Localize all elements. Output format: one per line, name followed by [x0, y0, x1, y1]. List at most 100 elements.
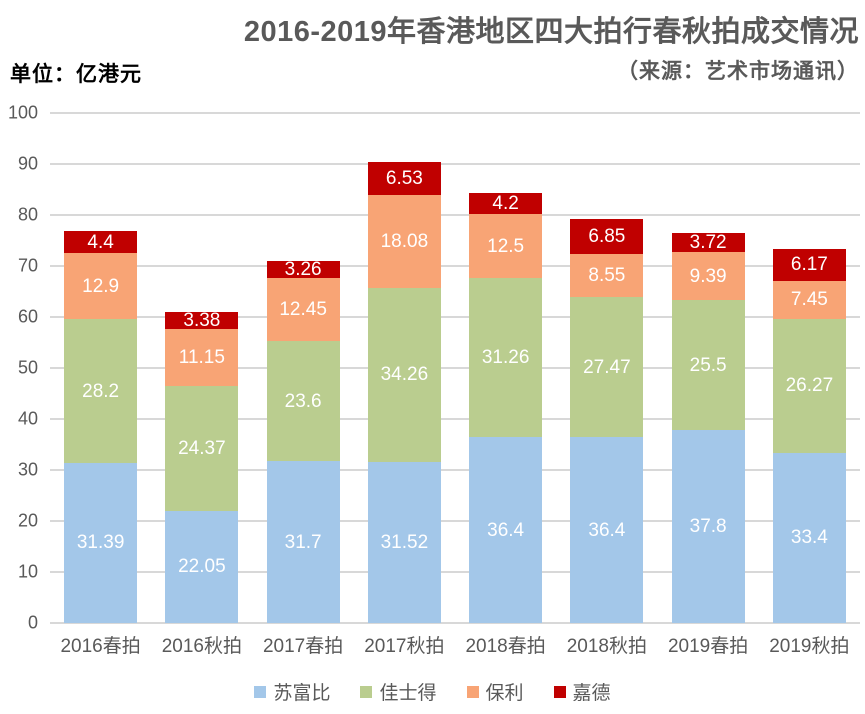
bar-column: 31.52 34.26 18.08 6.53 [354, 113, 455, 623]
title-block: 2016-2019年香港地区四大拍行春秋拍成交情况 （来源：艺术市场通讯） [180, 16, 859, 85]
segment-sothebys: 33.4 [772, 452, 846, 623]
bar-column: 36.4 27.47 8.55 6.85 [556, 113, 657, 623]
segment-christies: 27.47 [570, 297, 644, 438]
segment-value-label: 31.52 [380, 532, 429, 554]
segment-china-guardian: 3.72 [671, 232, 745, 254]
legend-item-sothebys: 苏富比 [254, 678, 330, 705]
y-axis-tick-label: 30 [17, 459, 38, 480]
bar-stack: 36.4 27.47 8.55 6.85 [570, 218, 644, 623]
x-axis-category-label: 2016春拍 [60, 636, 141, 657]
segment-china-guardian: 3.26 [266, 258, 340, 280]
segment-value-label: 6.53 [385, 168, 423, 190]
y-axis-tick-label: 70 [17, 255, 38, 276]
legend-swatch-christies [360, 685, 373, 698]
x-axis-category-label: 2018春拍 [465, 636, 546, 657]
gridline [50, 469, 860, 471]
x-axis-category-label: 2016秋拍 [161, 636, 243, 657]
bar-stack: 36.4 31.26 12.5 4.2 [469, 192, 543, 623]
gridline [50, 367, 860, 369]
y-axis-tick-label: 100 [7, 102, 38, 123]
segment-value-label: 33.4 [790, 527, 828, 549]
bar-column: 31.39 28.2 12.9 4.4 [50, 113, 151, 623]
legend-label: 佳士得 [379, 683, 437, 704]
segment-value-label: 22.05 [178, 556, 226, 578]
bar-stack: 33.4 26.27 7.45 6.17 [772, 249, 846, 623]
legend-label: 保利 [485, 683, 524, 704]
bar-column: 37.8 25.5 9.39 3.72 [658, 113, 759, 623]
segment-value-label: 12.9 [82, 275, 120, 297]
segment-poly: 8.55 [570, 253, 644, 298]
segment-value-label: 12.5 [487, 235, 525, 257]
x-axis-category-label: 2018秋拍 [566, 636, 648, 657]
segment-poly: 9.39 [671, 252, 745, 301]
bar-column: 36.4 31.26 12.5 4.2 [455, 113, 556, 623]
legend-label: 苏富比 [273, 683, 331, 704]
y-axis-tick-label: 20 [17, 510, 38, 531]
segment-value-label: 25.5 [689, 354, 727, 376]
segment-poly: 12.45 [266, 277, 340, 341]
x-axis-category-label: 2019秋拍 [769, 636, 850, 657]
segment-poly: 18.08 [367, 195, 441, 288]
segment-sothebys: 31.39 [64, 462, 138, 623]
segment-china-guardian: 6.53 [367, 162, 441, 196]
segment-value-label: 12.45 [279, 298, 327, 320]
bar-column: 33.4 26.27 7.45 6.17 [759, 113, 860, 623]
segment-value-label: 37.8 [689, 516, 727, 538]
legend-swatch-sothebys [254, 685, 267, 698]
segment-value-label: 23.6 [284, 390, 322, 412]
y-axis-tick-label: 0 [27, 612, 38, 633]
segment-value-label: 36.4 [487, 519, 525, 541]
segment-poly: 7.45 [772, 280, 846, 319]
bars: 31.39 28.2 12.9 4.4 22.05 24.37 11.15 3.38 31.7 2… [50, 113, 860, 623]
segment-china-guardian: 6.85 [570, 218, 644, 254]
y-axis: 0 10 20 30 40 50 60 70 80 90 100 [0, 103, 44, 633]
segment-value-label: 4.2 [492, 193, 519, 214]
x-axis-category-label: 2017春拍 [262, 636, 344, 657]
y-axis-tick-label: 60 [17, 306, 38, 327]
gridline [50, 265, 860, 267]
segment-value-label: 11.15 [178, 347, 225, 369]
x-axis-category-label: 2019春拍 [667, 636, 749, 657]
segment-value-label: 31.26 [481, 347, 530, 369]
bar-stack: 31.39 28.2 12.9 4.4 [64, 230, 138, 623]
segment-sothebys: 37.8 [671, 430, 745, 623]
segment-christies: 26.27 [772, 318, 846, 453]
segment-value-label: 8.55 [588, 264, 626, 286]
bar-stack: 31.7 23.6 12.45 3.26 [266, 258, 340, 623]
legend-item-christies: 佳士得 [360, 678, 437, 705]
gridline [50, 622, 860, 624]
segment-value-label: 6.17 [790, 254, 828, 276]
segment-poly: 12.5 [469, 214, 543, 278]
y-axis-tick-label: 40 [17, 408, 38, 429]
bar-stack: 22.05 24.37 11.15 3.38 [165, 311, 239, 623]
legend: 苏富比 佳士得 保利 嘉德 [0, 678, 865, 705]
segment-china-guardian: 3.38 [165, 311, 239, 330]
bar-column: 31.7 23.6 12.45 3.26 [253, 113, 354, 623]
gridline [50, 163, 860, 165]
gridline [50, 316, 860, 318]
bar-stack: 31.52 34.26 18.08 6.53 [367, 162, 441, 623]
segment-christies: 23.6 [266, 340, 340, 462]
gridline [50, 520, 860, 522]
segment-value-label: 28.2 [82, 380, 120, 402]
x-axis: 2016春拍 2016秋拍 2017春拍 2017秋拍 2018春拍 2018秋拍 2019… [50, 631, 860, 658]
segment-value-label: 34.26 [380, 364, 429, 386]
segment-poly: 12.9 [64, 253, 138, 320]
chart-title: 2016-2019年香港地区四大拍行春秋拍成交情况 [243, 16, 859, 48]
bar-column: 22.05 24.37 11.15 3.38 [151, 113, 252, 623]
legend-swatch-china-guardian [553, 685, 566, 698]
segment-sothebys: 22.05 [165, 510, 239, 623]
segment-sothebys: 31.52 [367, 462, 441, 623]
plot-area: 31.39 28.2 12.9 4.4 22.05 24.37 11.15 3.38 31.7 2… [50, 112, 860, 624]
legend-label: 嘉德 [572, 683, 611, 704]
segment-value-label: 31.7 [284, 531, 322, 553]
y-axis-tick-label: 50 [17, 357, 38, 378]
y-axis-tick-label: 90 [17, 153, 38, 174]
segment-value-label: 3.26 [284, 258, 322, 280]
segment-value-label: 31.39 [76, 532, 125, 554]
segment-sothebys: 36.4 [469, 437, 543, 623]
gridline [50, 214, 860, 216]
segment-value-label: 3.72 [689, 232, 727, 254]
legend-item-china-guardian: 嘉德 [553, 678, 611, 705]
